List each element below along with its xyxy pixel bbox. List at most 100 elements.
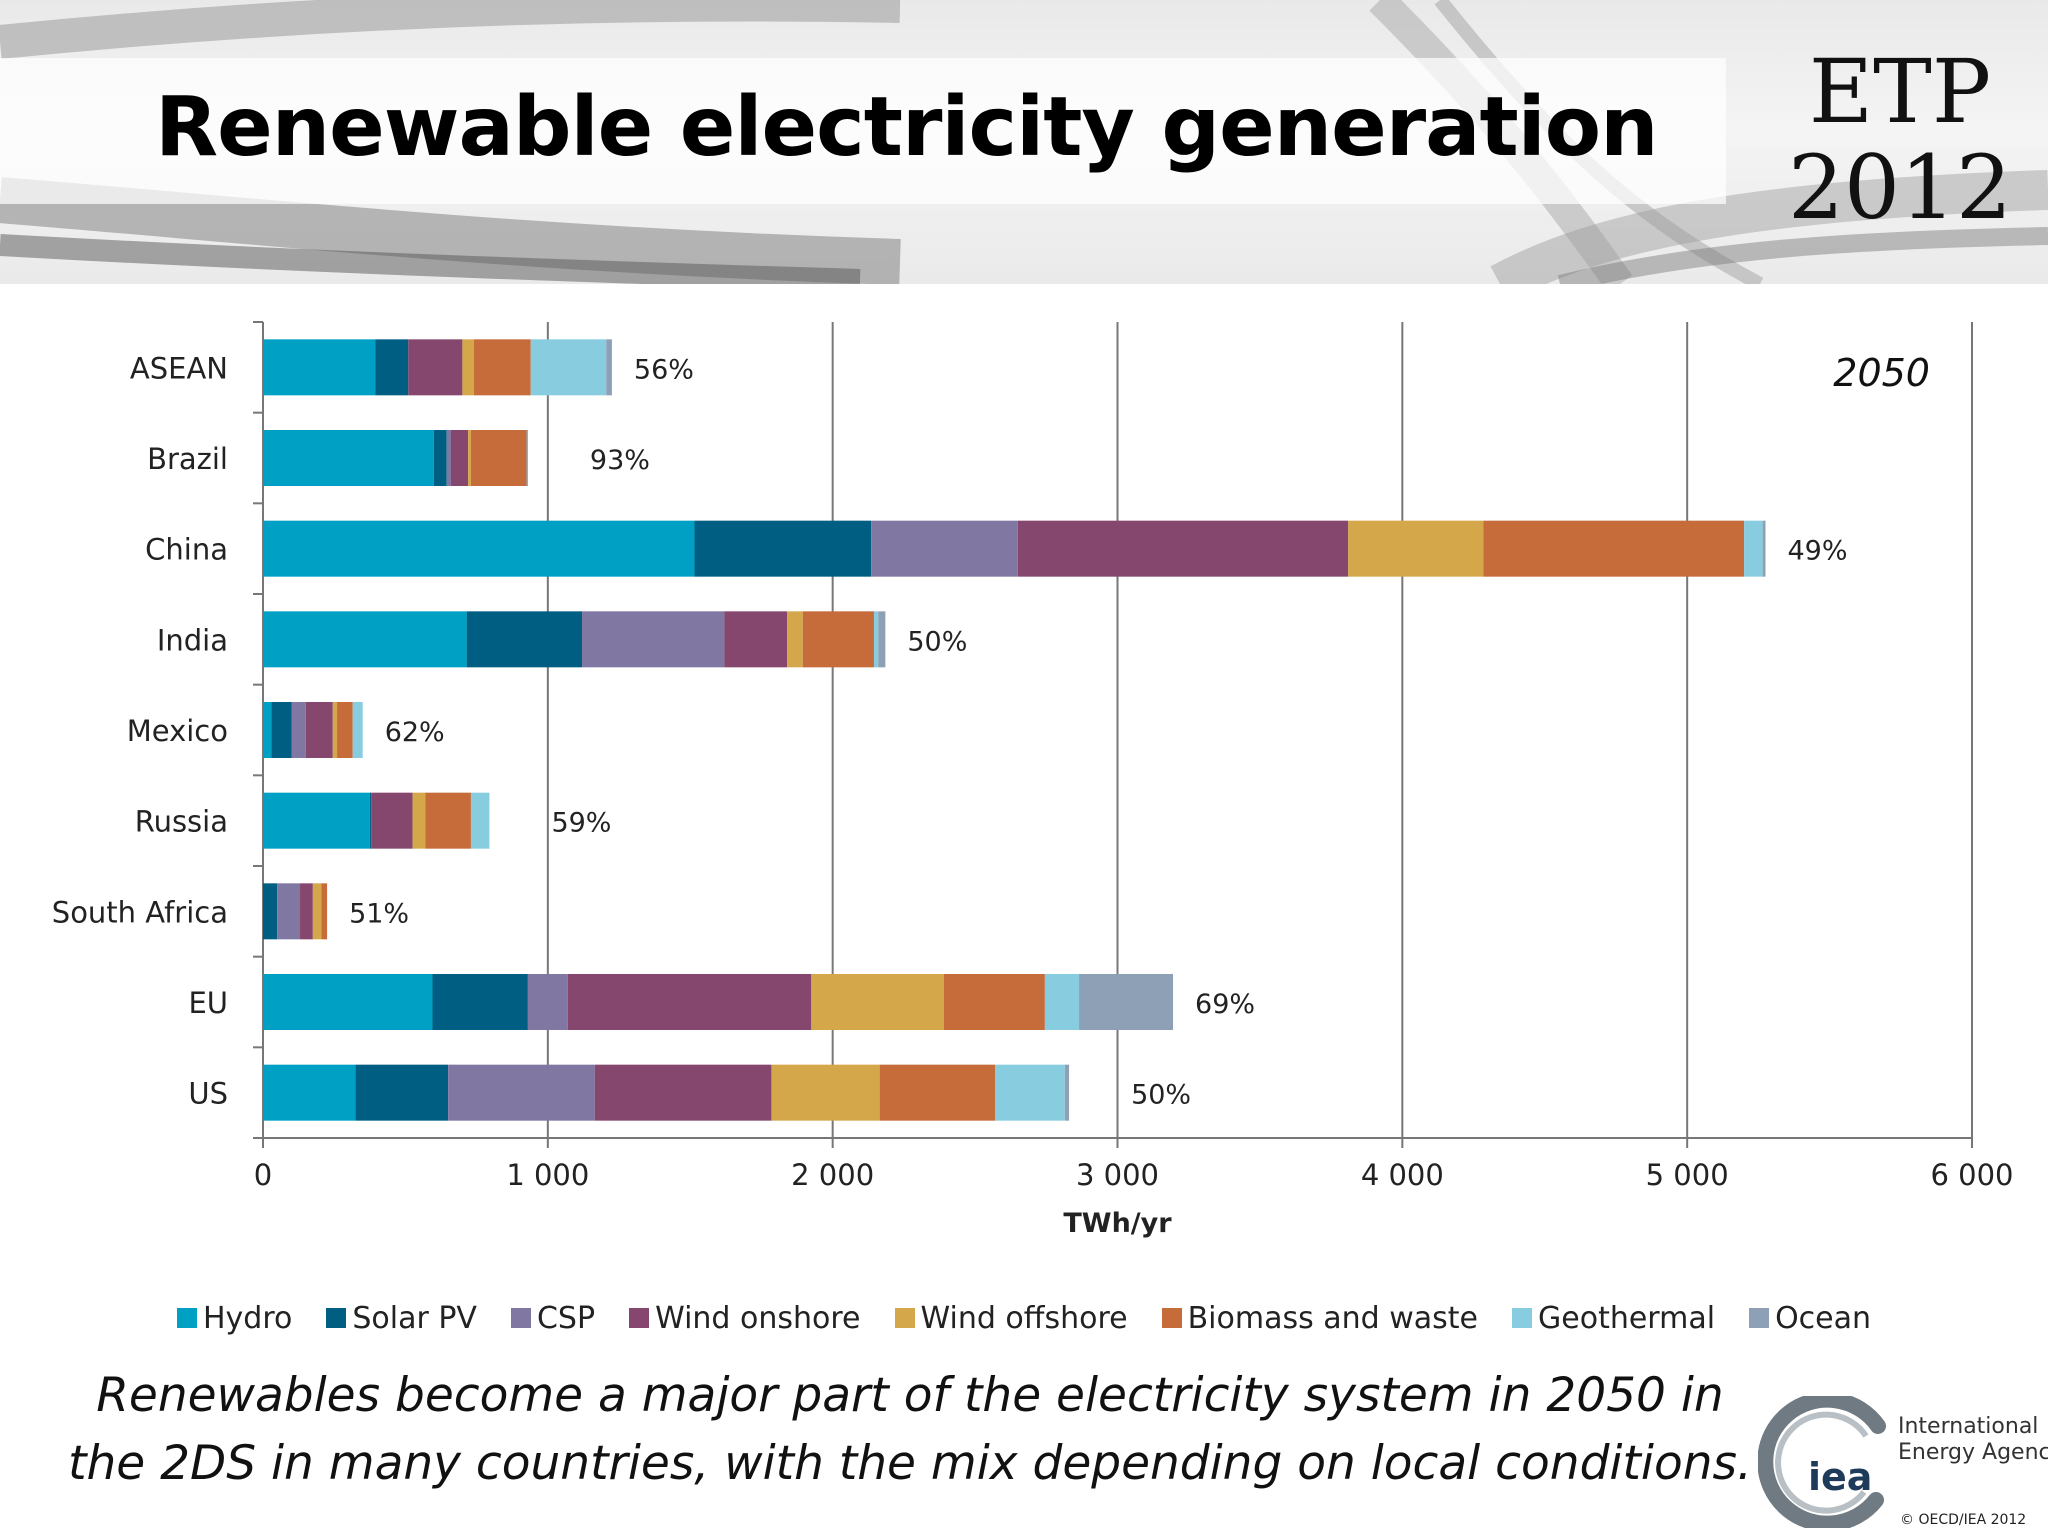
bar-segment: [871, 520, 1018, 577]
slide-caption: Renewables become a major part of the el…: [40, 1362, 1780, 1498]
share-label: 56%: [634, 354, 694, 385]
bar-segment: [321, 883, 328, 940]
legend-label: Hydro: [202, 1300, 293, 1336]
legend-entry: Wind offshore: [894, 1300, 1128, 1336]
etp-badge-line2: 2012: [1788, 136, 2012, 239]
bar-segment: [1017, 520, 1349, 577]
bar-segment: [448, 1064, 595, 1121]
share-label: 62%: [385, 717, 445, 748]
bar-segment: [263, 611, 467, 668]
legend-swatch: [629, 1308, 650, 1328]
bar-segment: [277, 883, 301, 940]
page-title: Renewable electricity generation: [155, 80, 1658, 175]
bar-segment: [263, 430, 434, 486]
bar-segment: [787, 611, 803, 668]
bar-segment: [811, 974, 944, 1030]
bar-segment: [878, 611, 886, 668]
bar-segment: [263, 792, 370, 849]
bar-segment: [1762, 520, 1766, 577]
bar-segment: [995, 1064, 1065, 1121]
bar-segment: [943, 974, 1045, 1030]
share-label: 69%: [1195, 989, 1255, 1020]
bar-segment: [1744, 520, 1763, 577]
legend-entry: Hydro: [176, 1300, 293, 1336]
bar-segment: [446, 430, 451, 486]
bar-segment: [1483, 520, 1745, 577]
bar-segment: [473, 339, 531, 396]
x-tick-label: 3 000: [1076, 1158, 1159, 1192]
caption-line-2: the 2DS in many countries, with the mix …: [68, 1436, 1752, 1491]
bar-segment: [355, 1064, 449, 1121]
x-axis-title: TWh/yr: [1063, 1208, 1172, 1239]
bar-segment: [594, 1064, 772, 1121]
legend-swatch: [1749, 1308, 1770, 1328]
bar-segment: [263, 883, 278, 940]
legend-swatch: [1512, 1308, 1533, 1328]
bar-segment: [271, 702, 292, 758]
bar-segment: [724, 611, 788, 668]
bar-segment: [567, 974, 812, 1030]
bar-segment: [433, 430, 447, 486]
share-label: 93%: [590, 445, 650, 476]
renewable-generation-chart: ASEAN 56% Brazil 93% China 49% India 50% Mexico 6…: [52, 321, 2014, 1239]
share-label: 49%: [1787, 536, 1847, 567]
slide-header: Renewable electricity generation ETP 201…: [0, 0, 2048, 284]
bar-segment: [470, 792, 490, 849]
bar-segment: [1064, 1064, 1070, 1121]
bar-segment: [263, 974, 433, 1030]
legend-swatch: [176, 1308, 197, 1328]
x-tick-label: 5 000: [1646, 1158, 1729, 1192]
bar-segment: [263, 339, 376, 396]
bar-segment: [300, 883, 313, 940]
bar-segment: [408, 339, 463, 396]
legend-entry: Biomass and waste: [1161, 1301, 1478, 1336]
legend-entry: CSP: [510, 1300, 596, 1336]
legend-label: Geothermal: [1538, 1300, 1716, 1336]
bar-segment: [332, 702, 338, 758]
bar-segment: [606, 339, 612, 396]
bar-segment: [375, 339, 409, 396]
bar-segment: [425, 792, 471, 849]
bar-segment: [312, 883, 322, 940]
organization-name-line1: International: [1898, 1414, 2039, 1439]
bar-segment: [879, 1064, 996, 1121]
copyright-notice: © OECD/IEA 2012: [1900, 1512, 2027, 1528]
bar-segment: [1079, 974, 1174, 1030]
category-label: US: [188, 1077, 228, 1111]
bar-segment: [462, 339, 474, 396]
bar-segment: [466, 611, 583, 668]
organization-name-line2: Energy Agency: [1898, 1440, 2048, 1465]
legend-label: CSP: [536, 1300, 596, 1336]
bar-segment: [412, 792, 426, 849]
legend-entry: Wind onshore: [629, 1300, 861, 1336]
legend-swatch: [510, 1308, 531, 1328]
legend-entry: Geothermal: [1512, 1301, 1715, 1336]
category-label: Brazil: [147, 442, 228, 476]
share-label: 59%: [551, 808, 611, 839]
legend-swatch: [326, 1308, 347, 1328]
legend-swatch: [1161, 1308, 1182, 1328]
bar-segment: [432, 974, 528, 1030]
bar-segment: [263, 1064, 356, 1121]
legend-entry: Solar PV: [326, 1301, 477, 1336]
category-label: ASEAN: [130, 351, 228, 385]
share-label: 50%: [1131, 1080, 1191, 1111]
bar-segment: [771, 1064, 880, 1121]
etp-badge-line1: ETP: [1808, 40, 1992, 143]
bar-segment: [470, 430, 527, 486]
organization-name: International Energy Agency: [1898, 1414, 2048, 1466]
legend-label: Wind offshore: [920, 1300, 1128, 1336]
bar-segment: [337, 702, 353, 758]
bar-segment: [1044, 974, 1080, 1030]
legend-label: Wind onshore: [655, 1300, 861, 1336]
legend-swatch: [894, 1308, 915, 1328]
bar-segment: [263, 702, 272, 758]
category-label: China: [145, 533, 228, 567]
legend-entry: Ocean: [1749, 1301, 1871, 1336]
bar-segment: [530, 339, 607, 396]
bar-segment: [450, 430, 469, 486]
bar-segment: [873, 611, 879, 668]
x-tick-label: 6 000: [1930, 1158, 2013, 1192]
category-label: EU: [188, 986, 228, 1020]
bar-segment: [305, 702, 333, 758]
